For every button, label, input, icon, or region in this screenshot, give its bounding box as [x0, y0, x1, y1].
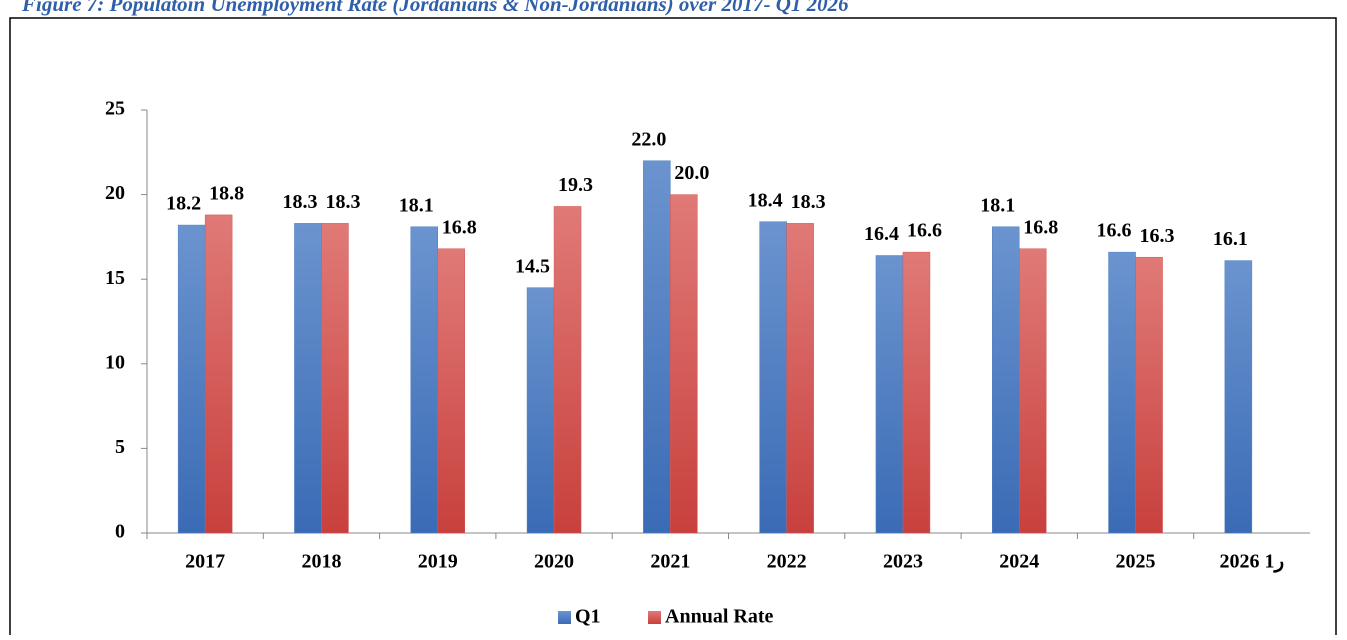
x-tick-label: 2025 [1116, 551, 1156, 573]
bar [177, 224, 206, 534]
bar [759, 221, 787, 534]
bar [437, 248, 465, 534]
x-tick-label: 2023 [883, 551, 923, 573]
legend-label: Annual Rate [665, 606, 773, 628]
x-tick-label: 2019 [418, 551, 458, 573]
data-label: 18.2 [166, 193, 201, 215]
data-label: 14.5 [515, 255, 550, 277]
data-label: 18.1 [980, 194, 1015, 216]
y-tick-label: 10 [105, 351, 125, 373]
data-label: 16.8 [442, 216, 477, 238]
bar [992, 226, 1020, 534]
bar [410, 226, 438, 534]
x-tick-label: 2022 [767, 551, 807, 573]
bar [1224, 260, 1253, 534]
x-tick-label: 2017 [185, 551, 225, 573]
frame [9, 17, 1337, 640]
y-tick-label: 25 [105, 98, 125, 120]
bar [1108, 251, 1136, 534]
bar [1135, 256, 1163, 534]
y-tick-label: 5 [115, 436, 125, 458]
legend-swatch [558, 611, 571, 624]
x-tick-label: 2021 [650, 551, 690, 573]
data-label: 16.4 [864, 223, 899, 245]
data-label: 16.8 [1023, 216, 1058, 238]
data-label: 16.3 [1140, 225, 1175, 247]
bar [875, 255, 904, 534]
data-label: 19.3 [558, 174, 593, 196]
bar [526, 287, 555, 534]
bar [902, 251, 931, 534]
chart-title: Figure 7: Populatoin Unemployment Rate (… [21, 0, 849, 16]
data-label: 20.0 [674, 162, 709, 184]
bar [553, 206, 582, 534]
bar [321, 223, 349, 534]
data-label: 18.3 [325, 191, 360, 213]
y-tick-label: 0 [115, 521, 125, 543]
data-label: 16.6 [1097, 220, 1132, 242]
legend-label: Q1 [575, 606, 601, 628]
data-label: 22.0 [631, 128, 666, 150]
bar [204, 214, 233, 534]
x-tick-label: 2020 [534, 551, 574, 573]
x-tick-label: 2024 [999, 551, 1039, 573]
bar [643, 160, 671, 534]
y-tick-label: 20 [105, 182, 125, 204]
bar [1019, 248, 1047, 534]
bar [294, 223, 322, 534]
x-tick-label: 2026 ر1 [1220, 551, 1285, 574]
data-label: 18.4 [748, 189, 783, 211]
legend-swatch [648, 611, 661, 624]
y-tick-label: 15 [105, 267, 125, 289]
data-label: 18.3 [791, 191, 826, 213]
data-label: 16.1 [1213, 228, 1248, 250]
bar [670, 194, 698, 534]
data-label: 18.8 [209, 182, 244, 204]
data-label: 18.3 [282, 191, 317, 213]
data-label: 18.1 [399, 194, 434, 216]
x-tick-label: 2018 [301, 551, 341, 573]
bar [786, 223, 814, 534]
data-label: 16.6 [907, 220, 942, 242]
